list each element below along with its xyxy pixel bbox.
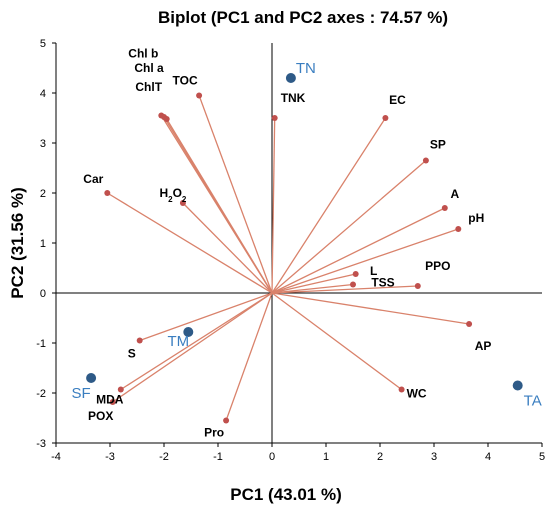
vector-tnk xyxy=(271,117,276,294)
variable-label-mda: MDA xyxy=(96,393,124,407)
y-tick-label: -2 xyxy=(36,388,46,400)
vector-ph xyxy=(271,228,459,294)
x-axis-label: PC1 (43.01 %) xyxy=(230,485,342,504)
vector-tss xyxy=(271,283,354,294)
x-tick-label: 4 xyxy=(485,451,491,463)
observation-label-ta: TA xyxy=(524,393,542,410)
y-tick-label: 5 xyxy=(40,38,46,50)
x-tick-label: 5 xyxy=(539,451,545,463)
x-tick-label: -2 xyxy=(159,451,169,463)
vector-point-pox xyxy=(109,399,116,405)
vector-point-ph xyxy=(455,226,462,232)
x-tick-label: 0 xyxy=(269,451,275,463)
vector-mda xyxy=(120,292,273,391)
vector-ap xyxy=(271,292,470,325)
x-tick-label: -3 xyxy=(105,451,115,463)
vector-point-ap xyxy=(466,321,473,327)
x-tick-label: 3 xyxy=(431,451,437,463)
variable-label-tnk: TNK xyxy=(281,91,306,105)
vector-point-tss xyxy=(350,281,356,288)
observation-label-sf: SF xyxy=(72,385,91,402)
x-tick-label: -4 xyxy=(51,451,61,463)
vector-point-car xyxy=(104,190,111,196)
variable-label-ph: pH xyxy=(468,211,484,225)
variable-label-h2o2: H2O2 xyxy=(159,186,186,204)
y-tick-label: -3 xyxy=(36,438,46,450)
observation-label-tm: TM xyxy=(167,333,189,350)
variable-label-s: S xyxy=(128,347,136,361)
vector-sp xyxy=(271,160,427,294)
vector-point-pro xyxy=(223,417,230,424)
vector-chlt xyxy=(166,118,273,294)
variable-label-tss: TSS xyxy=(371,276,394,290)
variable-label-car: Car xyxy=(83,172,103,186)
vector-point-sp xyxy=(422,157,429,164)
variable-label-ec: EC xyxy=(389,93,406,107)
x-tick-label: 2 xyxy=(377,451,383,463)
variable-label-ppo: PPO xyxy=(425,259,450,273)
vector-point-s xyxy=(136,337,143,344)
vector-pro xyxy=(225,292,273,421)
y-tick-label: 2 xyxy=(40,188,46,200)
y-tick-label: 0 xyxy=(40,288,46,300)
vector-a xyxy=(271,207,446,294)
variable-label-chl-b: Chl b xyxy=(128,47,158,61)
vector-point-wc xyxy=(398,386,405,393)
y-tick-label: 3 xyxy=(40,138,46,150)
vector-s xyxy=(139,292,273,342)
vector-toc xyxy=(198,95,273,294)
vector-point-h2o2 xyxy=(179,200,186,206)
vector-point-a xyxy=(441,205,448,211)
variable-label-a: A xyxy=(450,187,459,201)
vector-point-ec xyxy=(382,115,389,121)
variable-label-wc: WC xyxy=(407,387,427,401)
observation-point-ta xyxy=(512,380,523,391)
chart-title: Biplot (PC1 and PC2 axes : 74.57 %) xyxy=(158,8,448,27)
variable-label-l: L xyxy=(370,264,377,278)
variable-label-toc: TOC xyxy=(173,74,198,88)
vector-point-ppo xyxy=(414,283,421,289)
y-axis-label: PC2 (31.56 %) xyxy=(8,187,27,299)
vector-car xyxy=(106,192,273,294)
vector-point-l xyxy=(352,271,359,277)
variable-label-sp: SP xyxy=(430,138,446,152)
x-tick-label: -1 xyxy=(213,451,223,463)
variable-label-chl-a: Chl a xyxy=(134,61,164,75)
variable-label-pox: POX xyxy=(88,409,113,423)
vector-h2o2 xyxy=(182,202,273,294)
vector-wc xyxy=(271,292,402,391)
vector-point-tnk xyxy=(271,115,278,121)
variable-label-ap: AP xyxy=(475,339,492,353)
vector-ppo xyxy=(271,285,418,294)
y-tick-label: 4 xyxy=(40,88,46,100)
observation-label-tn: TN xyxy=(296,60,316,77)
observation-point-tn xyxy=(285,73,296,83)
vector-point-mda xyxy=(117,386,124,393)
variable-label-pro: Pro xyxy=(204,426,224,440)
vector-point-toc xyxy=(196,92,203,99)
vector-point-chlt xyxy=(163,116,170,122)
vector-pox xyxy=(112,292,273,403)
x-tick-label: 1 xyxy=(323,451,329,463)
vector-l xyxy=(271,273,356,294)
vector-ec xyxy=(271,117,386,294)
y-tick-label: -1 xyxy=(36,338,46,350)
observation-point-sf xyxy=(86,373,97,383)
observation-point-tm xyxy=(183,327,194,337)
variable-label-chlt: ChlT xyxy=(135,80,162,94)
y-tick-label: 1 xyxy=(40,238,46,250)
